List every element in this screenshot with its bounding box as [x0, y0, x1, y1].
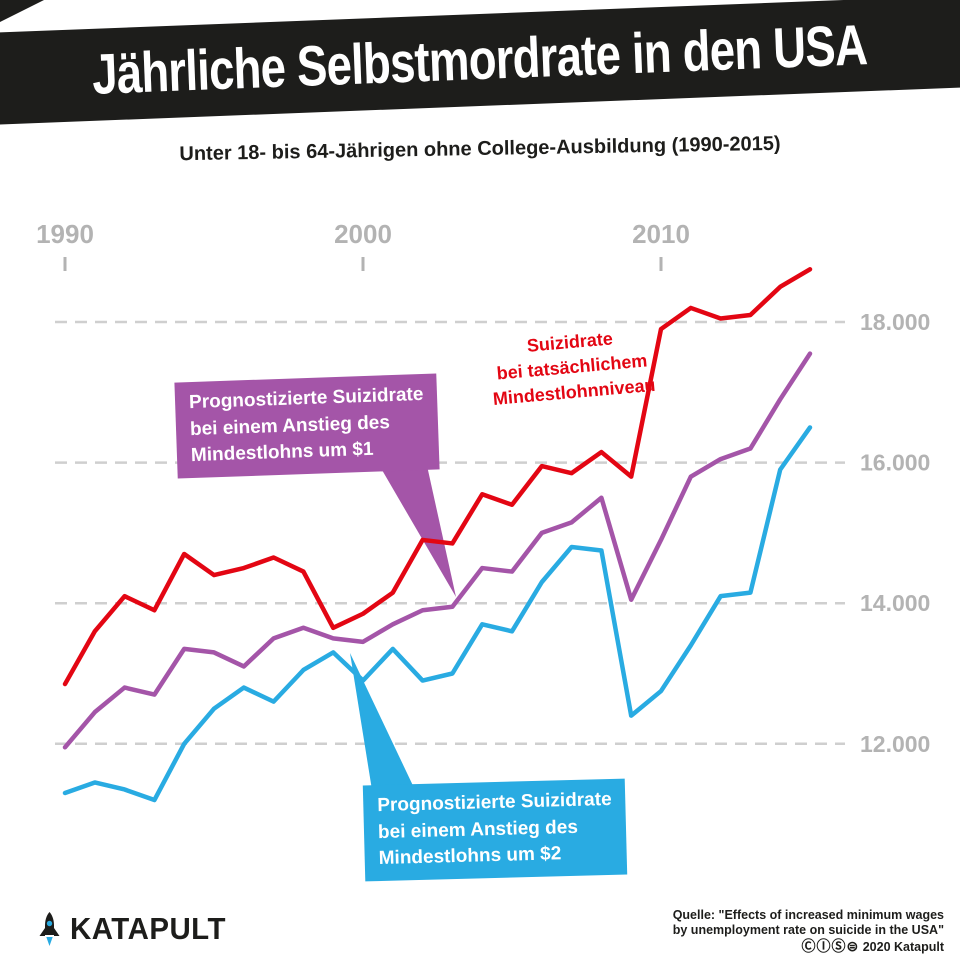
svg-text:14.000: 14.000 [860, 590, 930, 616]
rocket-icon [39, 912, 60, 946]
svg-text:18.000: 18.000 [860, 309, 930, 335]
annotation-plus-1-dollar: Prognostizierte Suizidrate bei einem Ans… [174, 373, 440, 479]
license-line: ⒸⒾⓈ⊜ 2020 Katapult [673, 938, 945, 955]
source-credit: Quelle: "Effects of increased minimum wa… [673, 908, 944, 955]
svg-text:1990: 1990 [36, 219, 94, 249]
license-year: 2020 Katapult [862, 940, 944, 954]
source-line-2: by unemployment rate on suicide in the U… [672, 923, 944, 937]
annotation-line: Mindestlohns um $2 [378, 843, 562, 870]
creative-commons-icons: ⒸⒾⓈ⊜ [801, 938, 860, 954]
annotation-plus-2-dollar: Prognostizierte Suizidrate bei einem Ans… [362, 778, 628, 882]
svg-text:12.000: 12.000 [860, 731, 930, 757]
svg-text:2010: 2010 [632, 219, 690, 249]
katapult-logo: KATAPULT [38, 911, 234, 947]
svg-text:16.000: 16.000 [860, 450, 930, 476]
katapult-logo-text: KATAPULT [70, 911, 226, 946]
page-title: Jährliche Selbstmordrate in den USA [91, 13, 869, 107]
svg-text:2000: 2000 [334, 219, 392, 249]
source-line-1: Quelle: "Effects of increased minimum wa… [672, 908, 944, 922]
